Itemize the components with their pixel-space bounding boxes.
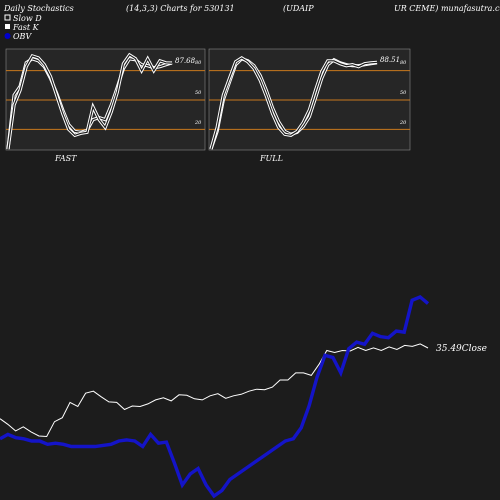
fast-tick-20: 20 xyxy=(194,120,202,126)
obv-line xyxy=(0,295,430,499)
chart-symbol-b: UR CEME) munafasutra.com xyxy=(394,4,500,13)
legend-swatch-obv xyxy=(4,33,11,39)
fast-last-value: 87.68 xyxy=(175,57,196,65)
full-tick-50: 50 xyxy=(400,90,407,96)
legend-label-fast-k: Fast K xyxy=(12,23,40,32)
legend-swatch-slow-d xyxy=(4,14,11,21)
chart-title: Daily Stochastics xyxy=(3,4,74,13)
full-tick-20: 20 xyxy=(399,120,407,126)
full-series-1 xyxy=(210,57,378,150)
full-tick-80: 80 xyxy=(400,60,407,66)
full-panel-title: FULL xyxy=(259,154,283,163)
legend-label-obv: OBV xyxy=(13,32,32,41)
fast-tick-80: 80 xyxy=(195,60,202,66)
fast-panel-title: FAST xyxy=(54,154,77,163)
chart-params: (14,3,3) Charts for 530131 xyxy=(126,4,235,13)
close-price-line xyxy=(0,343,429,438)
close-last-value: 35.49Close xyxy=(436,344,487,354)
legend-label-slow-d: Slow D xyxy=(13,14,42,23)
fast-tick-50: 50 xyxy=(195,90,202,96)
legend-swatch-fast-k xyxy=(5,24,10,29)
fast-series-1 xyxy=(7,54,173,150)
chart-symbol-a: (UDAIP xyxy=(283,4,314,13)
full-last-value: 88.51 xyxy=(380,56,400,64)
